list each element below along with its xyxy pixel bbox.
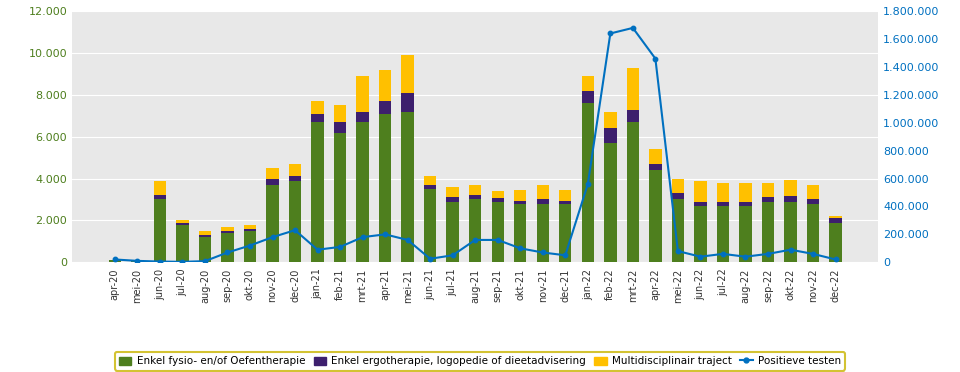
Bar <box>311 101 324 114</box>
Bar <box>492 198 504 202</box>
Bar <box>717 183 730 202</box>
Bar <box>762 183 774 198</box>
Bar <box>604 143 616 262</box>
Bar <box>739 202 752 206</box>
Bar <box>266 179 278 185</box>
Bar <box>649 164 661 170</box>
Bar <box>401 55 414 93</box>
Bar <box>379 101 392 114</box>
Bar <box>401 93 414 112</box>
Bar <box>356 76 369 112</box>
Bar <box>177 220 188 222</box>
Legend: Enkel fysio- en/of Oefentherapie, Enkel ergotherapie, logopedie of dieetadviseri: Enkel fysio- en/of Oefentherapie, Enkel … <box>115 352 845 371</box>
Bar <box>694 202 707 206</box>
Bar <box>582 91 594 103</box>
Bar <box>829 218 842 222</box>
Bar <box>266 168 278 179</box>
Bar <box>514 201 526 204</box>
Bar <box>221 227 233 231</box>
Bar <box>672 199 684 262</box>
Bar <box>784 180 797 196</box>
Bar <box>469 199 481 262</box>
Bar <box>627 109 639 122</box>
Bar <box>559 201 571 204</box>
Bar <box>649 170 661 262</box>
Bar <box>492 202 504 262</box>
Bar <box>199 237 211 262</box>
Bar <box>221 233 233 262</box>
Bar <box>311 114 324 122</box>
Bar <box>672 179 684 193</box>
Bar <box>177 225 188 262</box>
Bar <box>672 193 684 199</box>
Bar <box>784 202 797 262</box>
Bar <box>469 185 481 195</box>
Bar <box>356 122 369 262</box>
Bar <box>154 181 166 195</box>
Bar <box>829 222 842 262</box>
Bar <box>244 229 256 231</box>
Bar <box>694 206 707 262</box>
Bar <box>334 105 347 122</box>
Bar <box>424 176 437 185</box>
Bar <box>762 202 774 262</box>
Bar <box>582 103 594 262</box>
Bar <box>154 199 166 262</box>
Bar <box>132 260 144 262</box>
Bar <box>244 225 256 229</box>
Bar <box>446 198 459 202</box>
Bar <box>154 195 166 199</box>
Bar <box>424 189 437 262</box>
Bar <box>627 68 639 109</box>
Bar <box>514 204 526 262</box>
Bar <box>356 112 369 122</box>
Bar <box>424 185 437 189</box>
Bar <box>559 204 571 262</box>
Bar <box>514 190 526 201</box>
Bar <box>806 185 819 199</box>
Bar <box>806 199 819 204</box>
Bar <box>334 122 347 132</box>
Bar <box>582 76 594 91</box>
Bar <box>379 114 392 262</box>
Bar <box>717 202 730 206</box>
Bar <box>401 112 414 262</box>
Bar <box>627 122 639 262</box>
Bar <box>266 185 278 262</box>
Bar <box>492 191 504 198</box>
Bar <box>559 190 571 201</box>
Bar <box>199 231 211 235</box>
Bar <box>604 112 616 128</box>
Bar <box>289 181 301 262</box>
Bar <box>379 70 392 101</box>
Bar <box>177 222 188 225</box>
Bar <box>829 216 842 218</box>
Bar <box>694 181 707 202</box>
Bar <box>604 128 616 143</box>
Bar <box>221 231 233 233</box>
Bar <box>537 185 549 199</box>
Bar <box>199 235 211 237</box>
Bar <box>469 195 481 199</box>
Bar <box>311 122 324 262</box>
Bar <box>446 187 459 198</box>
Bar <box>739 183 752 202</box>
Bar <box>537 199 549 204</box>
Bar <box>537 204 549 262</box>
Bar <box>717 206 730 262</box>
Bar <box>446 202 459 262</box>
Bar <box>649 149 661 164</box>
Bar <box>289 164 301 176</box>
Bar <box>806 204 819 262</box>
Bar <box>739 206 752 262</box>
Bar <box>334 132 347 262</box>
Bar <box>244 231 256 262</box>
Bar <box>108 260 121 262</box>
Bar <box>762 198 774 202</box>
Bar <box>784 196 797 202</box>
Bar <box>289 176 301 181</box>
